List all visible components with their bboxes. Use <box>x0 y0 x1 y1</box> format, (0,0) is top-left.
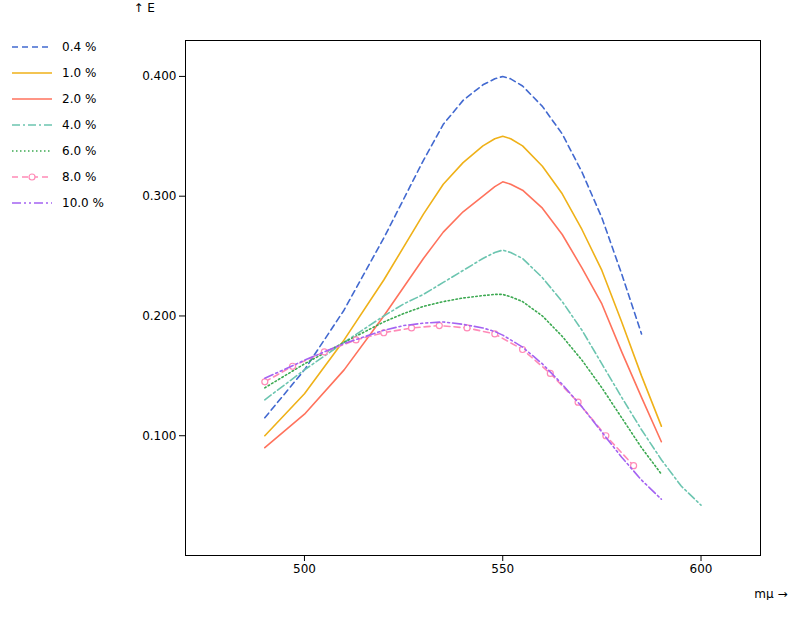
html-text:10.0 %: 10.0 % <box>62 196 104 210</box>
svg-text:0.400: 0.400 <box>142 69 176 83</box>
svg-text:0.300: 0.300 <box>142 189 176 203</box>
svg-text:0.200: 0.200 <box>142 309 176 323</box>
svg-text:↑ E: ↑ E <box>134 1 155 15</box>
svg-text:mμ →: mμ → <box>754 587 787 601</box>
html-text:0.4 %: 0.4 % <box>62 40 97 54</box>
html-text:4.0 %: 4.0 % <box>62 118 97 132</box>
svg-text:0.100: 0.100 <box>142 429 176 443</box>
html-text:8.0 %: 8.0 % <box>62 170 97 184</box>
html-text:2.0 %: 2.0 % <box>62 92 97 106</box>
svg-text:500: 500 <box>293 562 316 576</box>
html-text:1.0 %: 1.0 % <box>62 66 97 80</box>
svg-text:600: 600 <box>690 562 713 576</box>
svg-text:550: 550 <box>491 562 514 576</box>
html-text:6.0 %: 6.0 % <box>62 144 97 158</box>
